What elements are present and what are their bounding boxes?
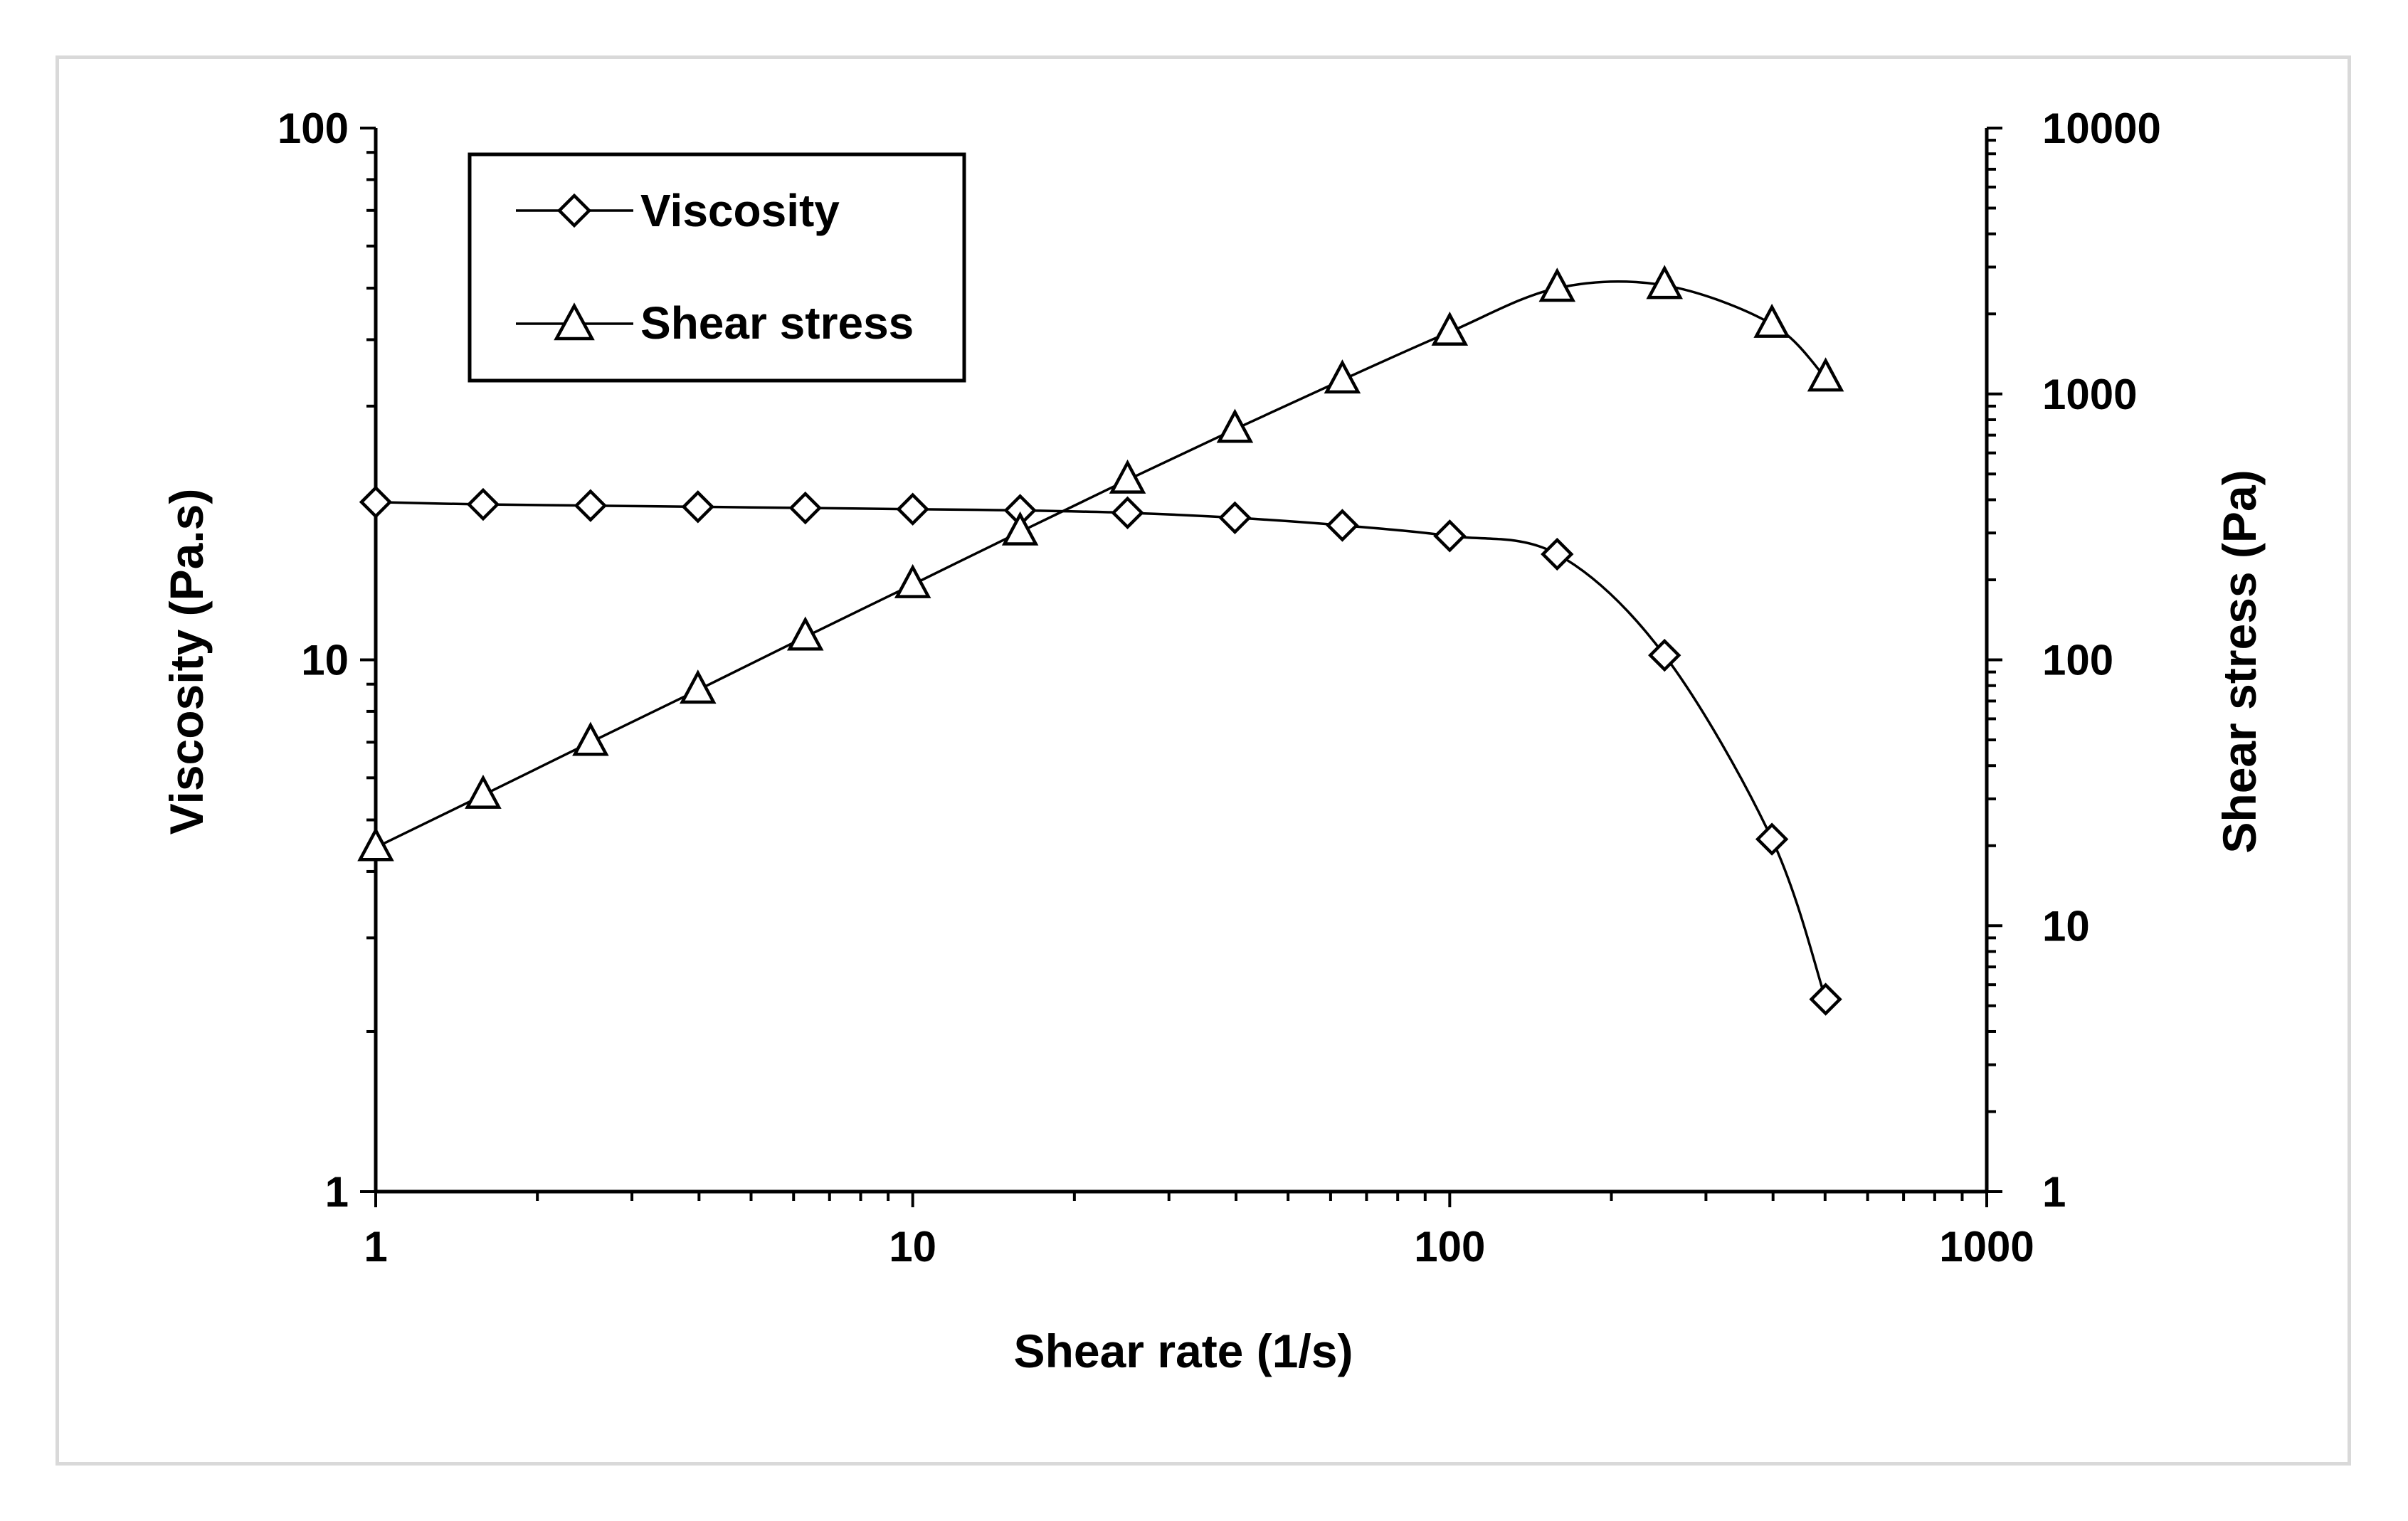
shear-stress-point <box>1807 357 1844 392</box>
viscosity-point <box>788 491 822 525</box>
legend: Viscosity Shear stress <box>468 152 966 383</box>
x-tick-label: 100 <box>1414 1223 1485 1271</box>
y2-tick-label: 10000 <box>2042 105 2161 152</box>
legend-shear-stress-label: Shear stress <box>640 297 914 349</box>
shear-stress-point <box>465 774 502 809</box>
x-tick-label: 10 <box>889 1223 936 1271</box>
y2-tick-label: 1 <box>2042 1168 2066 1216</box>
shear-stress-point <box>1001 511 1039 546</box>
y2-axis-title: Shear stress (Pa) <box>2213 470 2266 853</box>
y-tick-label: 1 <box>325 1168 349 1216</box>
legend-box <box>468 152 966 383</box>
viscosity-point <box>1326 509 1359 542</box>
legend-viscosity-label: Viscosity <box>640 185 840 236</box>
shear-stress-point <box>1109 459 1146 494</box>
shear-stress-point <box>786 616 824 651</box>
shear-stress-point <box>1753 303 1790 338</box>
shear-stress-point <box>572 721 609 756</box>
series <box>357 265 1844 1016</box>
viscosity-point <box>359 485 393 519</box>
shear-stress-point <box>1324 359 1361 394</box>
viscosity-point <box>1433 519 1467 553</box>
viscosity-point <box>1809 982 1842 1016</box>
shear-stress-point <box>1538 267 1576 302</box>
shear-stress-point <box>680 669 717 704</box>
viscosity-point <box>574 489 608 522</box>
x-tick-label: 1 <box>364 1223 387 1271</box>
y-axis-title: Viscosity (Pa.s) <box>160 489 213 835</box>
viscosity-point <box>681 490 714 524</box>
shear-stress-point <box>1431 311 1469 346</box>
x-tick-label: 1000 <box>1939 1223 2034 1271</box>
viscosity-point <box>1111 496 1144 530</box>
y2-tick-label: 100 <box>2042 637 2113 684</box>
shear-stress-point <box>1216 408 1254 443</box>
viscosity-point <box>1755 822 1789 856</box>
chart-frame <box>56 55 2351 1466</box>
viscosity-point <box>1218 501 1252 534</box>
y-tick-label: 100 <box>278 105 349 152</box>
y-tick-label: 10 <box>301 637 349 684</box>
y2-tick-label: 10 <box>2042 902 2090 950</box>
shear-stress-point <box>894 563 931 598</box>
y2-tick-label: 1000 <box>2042 371 2137 418</box>
shear-stress-point <box>357 827 394 862</box>
x-axis-title: Shear rate (1/s) <box>1014 1325 1353 1377</box>
viscosity-point <box>1648 638 1681 672</box>
legend-viscosity-marker <box>556 193 592 228</box>
shear-stress-point <box>1646 265 1683 300</box>
viscosity-point <box>1541 537 1574 571</box>
viscosity-point <box>896 492 929 526</box>
legend-shear-stress-marker <box>554 302 595 341</box>
viscosity-point <box>466 487 500 521</box>
